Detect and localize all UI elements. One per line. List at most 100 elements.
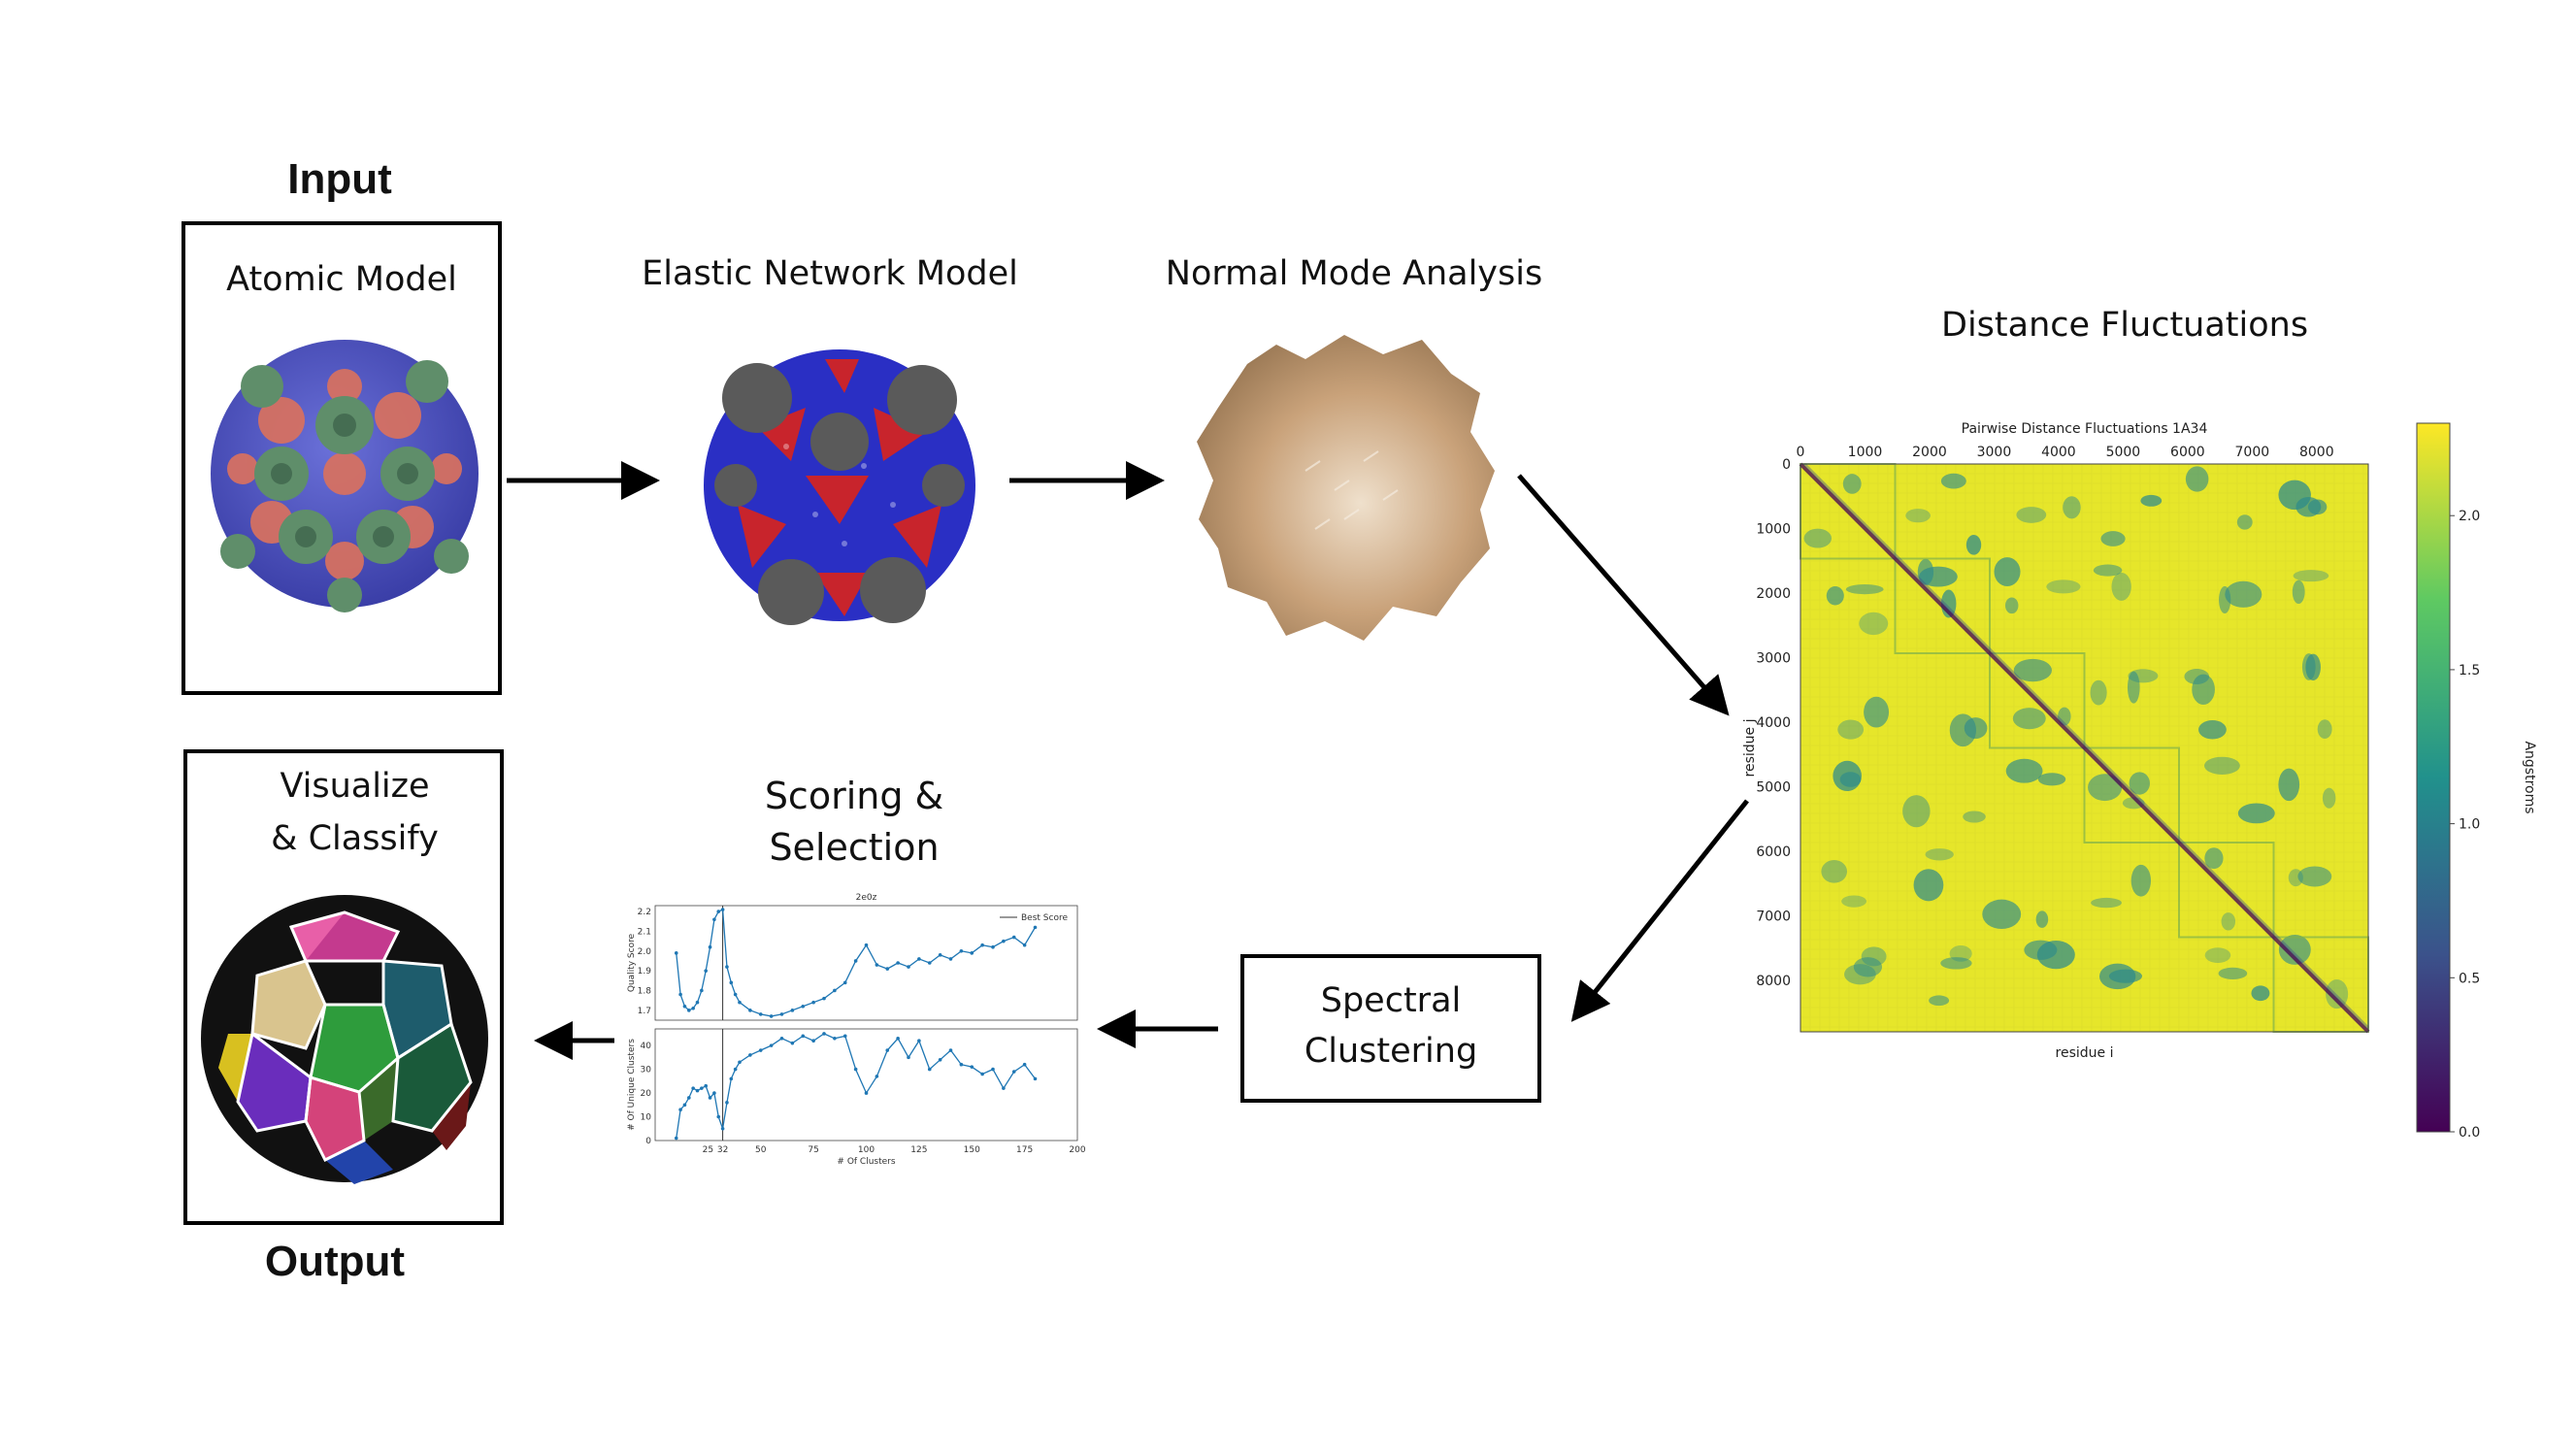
- clusters-x-tick: 200: [1069, 1145, 1085, 1155]
- heatmap-blob: [1917, 558, 1934, 585]
- heatmap-blob: [1913, 869, 1944, 902]
- heatmap-blob: [2111, 572, 2131, 601]
- heatmap-blob: [2130, 864, 2152, 897]
- visualize-label-1: Visualize: [280, 767, 430, 806]
- score-point: [1022, 943, 1027, 947]
- heatmap-blob: [2293, 570, 2329, 582]
- clusters-point: [708, 1096, 712, 1100]
- score-point: [1011, 935, 1016, 940]
- score-point: [720, 908, 725, 911]
- score-point: [896, 961, 900, 965]
- score-point: [704, 969, 708, 973]
- clusters-frame: [654, 1028, 1078, 1142]
- clusters-y-tick: 10: [641, 1113, 652, 1123]
- heatmap-blob: [2108, 969, 2143, 983]
- clusters-x-tick: 75: [808, 1145, 818, 1155]
- colorbar-tick: 1.0: [2459, 817, 2480, 833]
- clusters-point: [811, 1039, 815, 1043]
- clusters-point: [748, 1053, 752, 1057]
- heatmap-blob: [2005, 758, 2043, 783]
- clusters-point: [938, 1058, 942, 1062]
- classified-capsid-image: [201, 895, 488, 1184]
- clusters-point: [833, 1036, 837, 1041]
- clusters-point: [1033, 1076, 1038, 1081]
- heatmap-blob: [2088, 774, 2123, 802]
- score-point: [811, 1000, 815, 1005]
- heatmap-blob: [2278, 480, 2311, 511]
- heatmap-y-tick: 8000: [1756, 974, 1791, 989]
- clusters-point: [842, 1034, 847, 1039]
- heatmap-frame: [1800, 463, 2369, 1033]
- heatmap-blob: [2297, 866, 2332, 887]
- heatmap-blob: [2237, 803, 2275, 824]
- output-heading: Output: [264, 1238, 406, 1285]
- score-y-tick: 1.7: [638, 1007, 651, 1016]
- colorbar: [2416, 422, 2451, 1133]
- spectral-label-2: Clustering: [1304, 1032, 1478, 1071]
- score-point: [712, 917, 716, 922]
- clusters-ylabel: # Of Unique Clusters: [627, 1039, 637, 1131]
- heatmap-blob: [1902, 795, 1931, 828]
- heatmap-x-tick: 3000: [1977, 445, 2012, 460]
- spectral-label-1: Spectral: [1320, 981, 1462, 1020]
- score-point: [833, 988, 837, 993]
- heatmap-x-tick: 2000: [1912, 445, 1947, 460]
- heatmap-blob: [2251, 985, 2270, 1002]
- heatmap-blob: [2278, 935, 2311, 965]
- heatmap-blob: [1861, 946, 1887, 967]
- score-point: [716, 910, 721, 913]
- score-point: [864, 943, 869, 947]
- heatmap-blob: [2305, 653, 2321, 681]
- score-point: [1033, 925, 1038, 930]
- score-point: [695, 1000, 700, 1005]
- heatmap-blob: [2292, 579, 2305, 605]
- heatmap-blob: [1949, 713, 1976, 747]
- heatmap-blob: [1826, 586, 1844, 606]
- clusters-x-tick: 100: [858, 1145, 875, 1155]
- colorbar-tick: 0.5: [2459, 971, 2480, 986]
- heatmap-diagonal-block: [1989, 652, 2086, 749]
- heatmap-y-tick: 5000: [1756, 779, 1791, 795]
- heatmap-diagonal-block: [2178, 842, 2275, 939]
- score-point: [875, 963, 879, 967]
- clusters-point: [712, 1091, 716, 1095]
- heatmap-blob: [2013, 658, 2052, 682]
- heatmap-blob: [2140, 494, 2163, 507]
- score-point: [779, 1012, 784, 1016]
- heatmap-blob: [1994, 557, 2021, 587]
- clusters-point: [959, 1062, 964, 1067]
- arrow-heatmap-to-spectral: [1570, 799, 1749, 1022]
- clusters-point: [720, 1126, 725, 1131]
- clusters-y-tick: 0: [645, 1137, 651, 1146]
- heatmap-blob: [2203, 756, 2240, 775]
- score-point: [687, 1009, 691, 1012]
- score-y-tick: 2.0: [638, 947, 652, 957]
- heatmap-x-tick: 6000: [2170, 445, 2205, 460]
- score-point: [948, 957, 953, 961]
- heatmap-blob: [2004, 597, 2019, 614]
- heatmap-blob: [2063, 496, 2081, 519]
- clusters-point: [691, 1086, 695, 1090]
- score-point: [700, 988, 704, 993]
- heatmap-blob: [1837, 719, 1865, 740]
- clusters-point: [864, 1091, 869, 1095]
- heatmap-x-tick: 1000: [1848, 445, 1883, 460]
- clusters-point: [695, 1088, 700, 1093]
- heatmap-blob: [2058, 707, 2071, 726]
- heatmap-blob: [1963, 811, 1986, 823]
- clusters-point: [853, 1067, 858, 1072]
- clusters-point: [674, 1136, 678, 1141]
- heatmap-blob: [2185, 466, 2209, 492]
- heatmap-blob: [1845, 584, 1884, 595]
- scoring-label-1: Scoring &: [764, 775, 944, 817]
- clusters-series: [676, 1033, 1037, 1139]
- heatmap-blob: [2093, 564, 2123, 577]
- colorbar-tick: 2.0: [2459, 509, 2480, 524]
- clusters-xlabel: # Of Clusters: [837, 1157, 895, 1167]
- heatmap-x-tick: 8000: [2299, 445, 2334, 460]
- heatmap-blob: [2016, 507, 2047, 523]
- heatmap-blob: [1833, 760, 1862, 792]
- heatmap-blob: [2091, 897, 2122, 909]
- clusters-y-tick: 30: [641, 1066, 652, 1075]
- heatmap-blob: [1864, 696, 1890, 728]
